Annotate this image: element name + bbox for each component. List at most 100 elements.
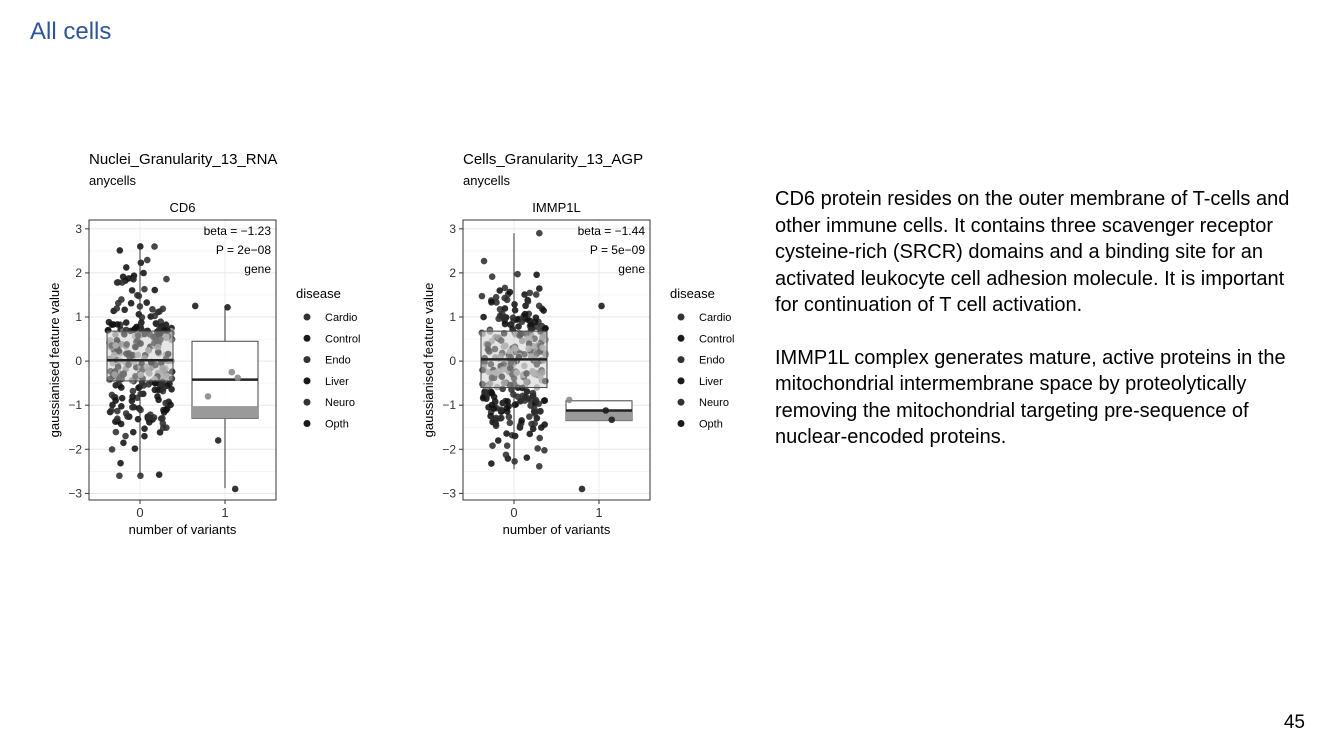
data-point xyxy=(521,397,529,404)
data-point xyxy=(501,379,508,387)
data-point xyxy=(510,375,518,382)
data-point xyxy=(526,289,534,297)
legend-label: Liver xyxy=(699,376,723,388)
data-point xyxy=(536,434,544,442)
data-point xyxy=(132,372,139,380)
data-point xyxy=(111,371,118,378)
data-point xyxy=(518,417,525,424)
data-point xyxy=(107,336,114,344)
data-point xyxy=(541,397,549,404)
chart-title: Nuclei_Granularity_13_RNA xyxy=(89,151,277,168)
data-point xyxy=(524,335,531,342)
data-point xyxy=(132,343,139,351)
y-tick-label: 3 xyxy=(75,222,82,236)
data-point xyxy=(114,407,121,415)
data-point xyxy=(159,387,167,395)
data-point xyxy=(118,384,125,391)
data-point xyxy=(214,437,222,444)
data-point xyxy=(507,359,515,367)
data-point xyxy=(141,432,148,440)
data-point xyxy=(516,422,524,430)
data-point xyxy=(137,390,144,398)
data-point xyxy=(127,299,135,307)
y-tick-label: −2 xyxy=(442,442,456,456)
data-point xyxy=(128,287,136,294)
y-tick-label: 1 xyxy=(449,310,456,324)
data-point xyxy=(156,330,163,337)
legend-marker xyxy=(303,313,311,321)
data-point xyxy=(509,314,517,322)
y-axis-label: gaussianised feature value xyxy=(47,283,62,438)
data-point xyxy=(500,330,508,337)
data-point xyxy=(531,370,538,378)
data-point xyxy=(114,363,122,370)
data-point xyxy=(608,416,616,424)
y-tick-label: 2 xyxy=(75,266,82,280)
data-point xyxy=(503,408,511,415)
data-point xyxy=(154,348,162,356)
data-point xyxy=(143,299,151,306)
chart-svg: Nuclei_Granularity_13_RNA anycells CD6 beta… xyxy=(47,151,360,537)
data-point xyxy=(151,243,158,250)
stat-annotation: gene xyxy=(618,262,645,276)
data-point xyxy=(501,284,509,292)
data-point xyxy=(135,292,143,300)
data-point xyxy=(155,471,163,478)
data-point xyxy=(137,259,145,267)
data-point xyxy=(523,378,530,386)
data-point xyxy=(137,371,145,379)
data-point xyxy=(480,313,487,321)
data-point xyxy=(159,420,167,427)
data-point xyxy=(511,401,519,409)
data-point xyxy=(511,306,519,314)
data-point xyxy=(602,407,610,414)
y-tick-label: 0 xyxy=(75,354,82,368)
legend-label: Cardio xyxy=(325,312,357,324)
data-point xyxy=(531,420,539,427)
data-point xyxy=(145,369,153,376)
data-point xyxy=(541,447,548,454)
stat-annotation: beta = −1.44 xyxy=(578,224,646,238)
data-point xyxy=(118,341,126,348)
data-point xyxy=(118,403,125,410)
data-point xyxy=(536,229,543,237)
x-tick-label: 0 xyxy=(136,505,143,520)
data-point xyxy=(228,368,236,376)
data-point xyxy=(129,403,136,411)
data-point xyxy=(114,415,121,423)
data-point xyxy=(151,379,159,387)
legend-label: Opth xyxy=(325,419,349,431)
data-point xyxy=(137,340,144,347)
data-point xyxy=(231,485,239,493)
data-point xyxy=(535,285,543,292)
legend-label: Endo xyxy=(699,355,725,367)
page-number: 45 xyxy=(1283,712,1305,733)
data-point xyxy=(510,391,517,398)
data-point xyxy=(514,270,521,278)
data-point xyxy=(130,275,137,283)
data-point xyxy=(136,243,144,250)
data-point xyxy=(529,389,537,397)
data-point xyxy=(488,273,496,280)
y-tick-label: 1 xyxy=(75,310,82,324)
data-point xyxy=(478,292,486,300)
data-point xyxy=(234,374,242,382)
slide-title: All cells xyxy=(30,18,112,45)
data-point xyxy=(112,397,119,404)
data-point xyxy=(526,430,534,438)
data-point xyxy=(578,485,586,493)
data-point xyxy=(502,451,510,459)
data-point xyxy=(128,397,136,405)
data-point xyxy=(540,307,547,314)
description-panel: CD6 protein resides on the outer membran… xyxy=(775,186,1305,477)
data-point xyxy=(126,354,134,361)
data-point xyxy=(496,312,504,319)
data-point xyxy=(112,342,120,349)
stat-annotation: beta = −1.23 xyxy=(204,224,272,238)
data-point xyxy=(108,391,116,399)
data-point xyxy=(204,393,212,400)
data-point xyxy=(108,406,115,414)
legend-label: Neuro xyxy=(699,397,729,409)
legend-marker xyxy=(677,377,685,385)
data-point xyxy=(120,439,127,447)
